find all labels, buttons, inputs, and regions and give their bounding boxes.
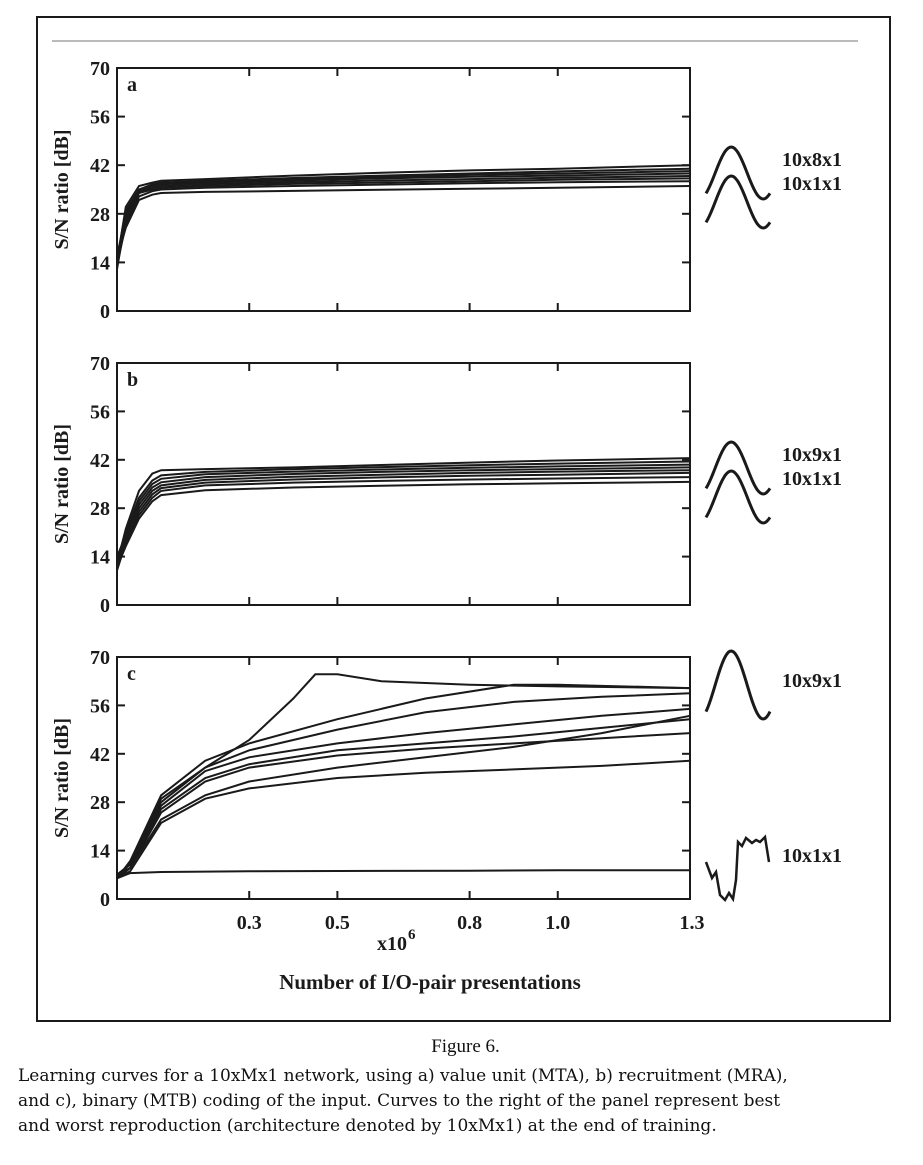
y-tick-label: 70 [90, 58, 110, 80]
series-line [116, 180, 691, 267]
y-tick-label: 70 [90, 353, 110, 375]
y-tick-label: 28 [90, 498, 110, 520]
y-tick-label: 56 [90, 695, 110, 717]
y-tick-label: 0 [100, 595, 110, 617]
y-tick-label: 42 [90, 155, 110, 177]
series-line [116, 480, 691, 568]
y-axis-label: S/N ratio [dB] [51, 130, 73, 250]
y-tick-label: 70 [90, 647, 110, 669]
caption-text: Learning curves for a 10xMx1 network, us… [18, 1064, 913, 1139]
best-reproduction-wave [704, 440, 772, 496]
series-line [116, 714, 691, 876]
y-tick-label: 14 [90, 252, 110, 274]
caption-line: and worst reproduction (architecture den… [18, 1116, 717, 1136]
best-reproduction-wave [704, 145, 772, 201]
x-multiplier-label: x10 [377, 933, 407, 955]
series-line [116, 460, 691, 561]
panel-letter: b [127, 369, 138, 391]
x-tick-label: 1.0 [545, 912, 570, 934]
y-tick-label: 56 [90, 401, 110, 423]
worst-architecture-label: 10x1x1 [782, 845, 842, 867]
y-tick-label: 0 [100, 889, 110, 911]
plot-area [116, 656, 691, 900]
series-line [116, 683, 691, 879]
caption-block: Figure 6. Learning curves for a 10xMx1 n… [18, 1036, 913, 1139]
best-reproduction-wave [704, 649, 772, 721]
caption-line: and c), binary (MTB) coding of the input… [18, 1091, 781, 1111]
panel-c: 0 14 28 42 56 70 S/N ratio [dB] c 10x9x1 10x1x1 0.… [51, 647, 842, 994]
series-line [116, 185, 691, 260]
series-line [116, 718, 691, 876]
y-axis-label: S/N ratio [dB] [51, 424, 73, 544]
y-tick-label: 28 [90, 792, 110, 814]
y-tick-label: 42 [90, 450, 110, 472]
series-line [116, 471, 691, 571]
worst-reproduction-wave [704, 469, 772, 525]
figure-frame [36, 16, 891, 1022]
panel-letter: c [127, 663, 136, 685]
x-tick-label: 0.3 [237, 912, 262, 934]
x-tick-label: 1.3 [680, 912, 705, 934]
y-tick-label: 14 [90, 547, 110, 569]
worst-reproduction-wave [704, 174, 772, 230]
y-tick-label: 28 [90, 204, 110, 226]
series-line [116, 476, 691, 561]
series-line [116, 707, 691, 880]
caption-line: Learning curves for a 10xMx1 network, us… [18, 1066, 788, 1086]
worst-architecture-label: 10x1x1 [782, 173, 842, 195]
series-line [116, 759, 691, 880]
best-architecture-label: 10x9x1 [782, 444, 842, 466]
series-line [116, 869, 690, 880]
best-architecture-label: 10x8x1 [782, 149, 842, 171]
series-line [116, 466, 691, 557]
plot-area [116, 67, 691, 312]
series-line [116, 164, 691, 263]
x-tick-label: 0.5 [325, 912, 350, 934]
series-line [116, 457, 691, 564]
x-axis-label: Number of I/O-pair presentations [279, 970, 581, 994]
best-architecture-label: 10x9x1 [782, 670, 842, 692]
worst-reproduction-wave [704, 834, 771, 903]
y-tick-label: 56 [90, 107, 110, 129]
series-line [116, 692, 691, 876]
y-tick-label: 14 [90, 841, 110, 863]
panel-letter: a [127, 74, 137, 96]
y-tick-label: 42 [90, 744, 110, 766]
y-tick-label: 0 [100, 301, 110, 323]
series-line [116, 732, 691, 880]
x-multiplier-exponent: 6 [408, 927, 416, 943]
series-line [116, 673, 691, 876]
series-line [116, 177, 691, 270]
x-tick-label: 0.8 [457, 912, 482, 934]
y-axis-label: S/N ratio [dB] [51, 718, 73, 838]
figure-label: Figure 6. [431, 1036, 500, 1057]
series-line [116, 469, 691, 564]
worst-architecture-label: 10x1x1 [782, 468, 842, 490]
plot-area [116, 362, 691, 606]
